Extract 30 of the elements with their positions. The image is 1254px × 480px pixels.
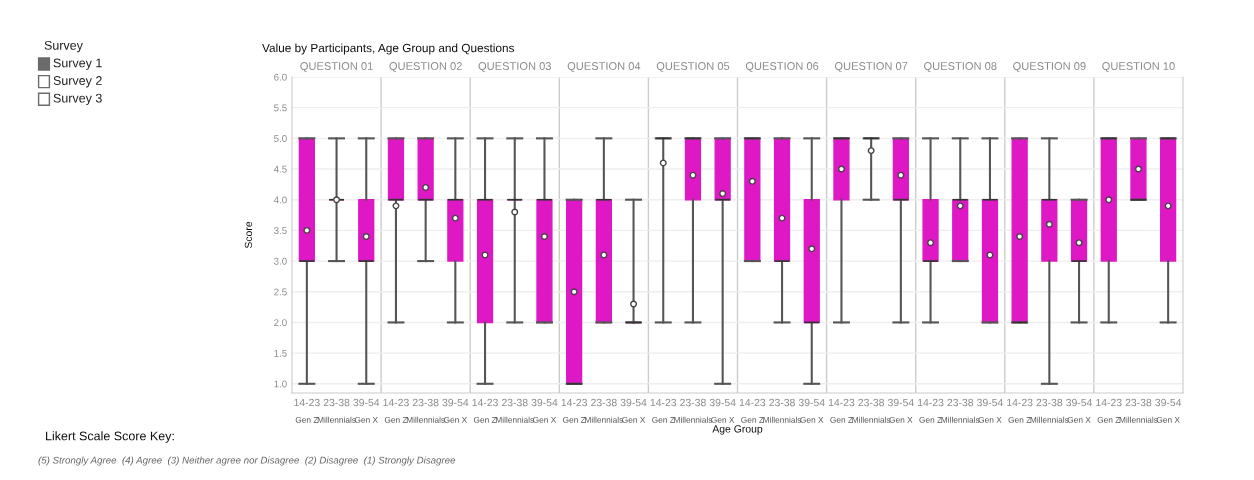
text: QUESTION 05: [656, 62, 730, 72]
legend-label: Survey 1: [53, 58, 102, 70]
y-tick-label: 5.5: [274, 104, 287, 112]
text: (5) Strongly Agree (4) Agree (3) Neither agree nor Disagree (2) Disagree (1) Strongly Disagree: [38, 456, 456, 466]
y-tick-label: 1.0: [274, 380, 287, 388]
y-tick-label: 4.5: [273, 165, 287, 173]
text: QUESTION 08: [924, 62, 997, 72]
text: QUESTION 10: [1102, 62, 1175, 72]
text: Survey: [44, 40, 83, 53]
text: QUESTION 04: [567, 62, 641, 72]
text: QUESTION 02: [389, 62, 462, 72]
x-axis-title: Age Group: [712, 425, 763, 435]
y-tick-label: 5.0: [274, 135, 287, 142]
y-tick-label: 6.0: [274, 73, 287, 81]
legend-label: Survey 3: [53, 93, 102, 106]
y-tick-label: 2.0: [274, 319, 287, 327]
legend-label: Survey 2: [53, 76, 102, 88]
text: QUESTION 01: [300, 62, 373, 72]
y-axis-title: Score: [244, 221, 253, 249]
text: QUESTION 09: [1013, 62, 1086, 72]
text: QUESTION 06: [745, 62, 819, 72]
text: QUESTION 07: [834, 62, 908, 72]
text: Likert Scale Score Key:: [46, 431, 174, 443]
text: QUESTION 03: [478, 62, 551, 72]
y-tick-label: 2.5: [274, 288, 287, 296]
y-tick-label: 4.0: [273, 196, 287, 204]
y-tick-label: 3.5: [274, 227, 287, 235]
y-tick-label: 1.5: [274, 349, 287, 357]
chart-title: Value by Participants, Age Group and Questions: [262, 43, 515, 55]
y-tick-label: 3.0: [274, 257, 287, 265]
